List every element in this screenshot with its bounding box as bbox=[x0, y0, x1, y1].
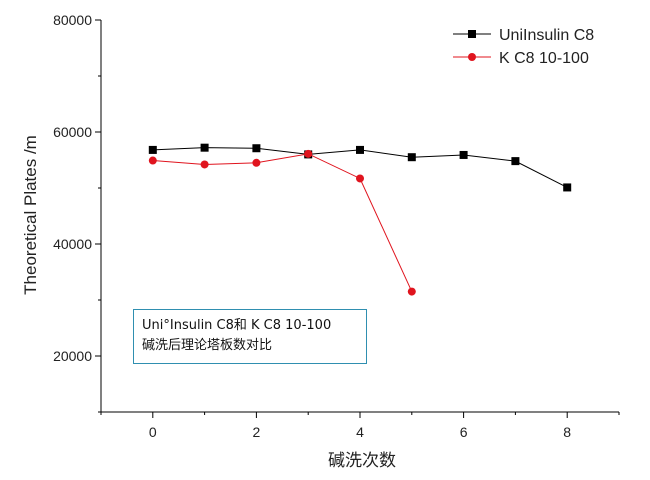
data-point bbox=[200, 160, 209, 169]
y-tick-label: 80000 bbox=[53, 12, 92, 28]
x-tick-label: 8 bbox=[563, 424, 571, 440]
x-tick-label: 4 bbox=[356, 424, 364, 440]
data-point bbox=[459, 150, 468, 159]
y-tick-label: 60000 bbox=[53, 124, 92, 140]
data-point bbox=[356, 145, 364, 154]
data-point bbox=[252, 158, 261, 167]
legend-label: K C8 10-100 bbox=[499, 50, 589, 67]
data-point bbox=[511, 157, 520, 166]
data-point bbox=[304, 149, 313, 158]
y-tick-label: 40000 bbox=[53, 236, 92, 252]
x-tick-label: 2 bbox=[253, 424, 261, 440]
data-point bbox=[563, 183, 572, 192]
legend: UniInsulin C8 K C8 10-100 bbox=[453, 27, 594, 67]
data-point bbox=[356, 174, 364, 183]
y-axis-title: Theoretical Plates /m bbox=[21, 135, 40, 295]
data-point bbox=[252, 144, 261, 153]
annotation-line-2: 碱洗后理论塔板数对比 bbox=[142, 338, 273, 353]
x-tick-label: 0 bbox=[149, 424, 157, 440]
plot-area bbox=[148, 143, 572, 296]
chart-axes: 20000 40000 60000 80000 0 2 4 6 8 bbox=[53, 12, 620, 440]
legend-label: UniInsulin C8 bbox=[499, 27, 594, 44]
series-line-2 bbox=[152, 153, 413, 292]
y-tick-label: 20000 bbox=[53, 348, 92, 364]
legend-marker bbox=[468, 30, 476, 38]
legend-marker bbox=[468, 53, 476, 61]
data-point bbox=[407, 153, 416, 162]
x-axis-title: 碱洗次数 bbox=[328, 451, 396, 470]
data-point bbox=[148, 145, 157, 154]
data-point bbox=[200, 143, 209, 152]
data-point bbox=[407, 287, 416, 296]
x-tick-label: 6 bbox=[460, 424, 468, 440]
data-point bbox=[148, 156, 157, 165]
annotation-box: Uni°Insulin C8和 K C8 10-100 碱洗后理论塔板数对比 bbox=[133, 309, 367, 364]
annotation-line-1: Uni°Insulin C8和 K C8 10-100 bbox=[142, 318, 332, 333]
